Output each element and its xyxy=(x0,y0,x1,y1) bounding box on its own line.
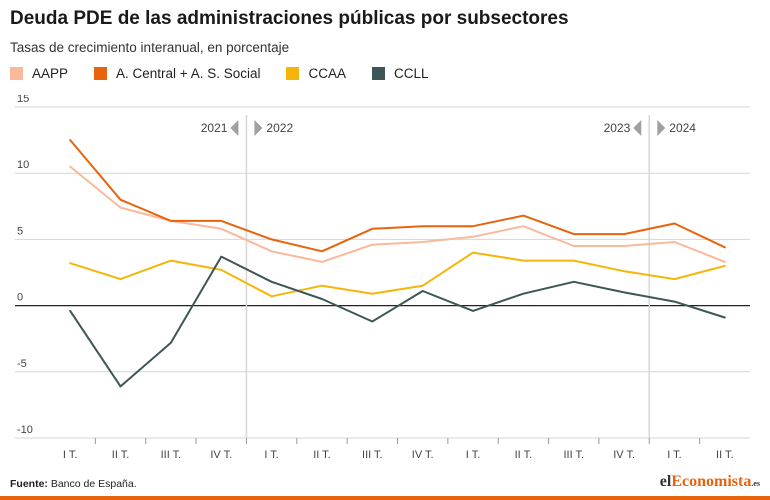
series-line xyxy=(69,251,726,298)
year-label-left: 2021 xyxy=(201,121,228,135)
legend-label: AAPP xyxy=(32,66,69,81)
brand-logo: elEconomista.es xyxy=(660,473,760,491)
brand-part1: el xyxy=(659,473,672,490)
legend-item: CCLL xyxy=(372,66,429,81)
legend-swatch xyxy=(10,67,23,80)
y-tick-label: 0 xyxy=(17,292,23,304)
chart-subtitle: Tasas de crecimiento interanual, en porc… xyxy=(10,40,290,55)
arrow-left-icon xyxy=(633,120,642,136)
x-tick-label: IV T. xyxy=(412,449,434,461)
x-tick-label: II T. xyxy=(313,449,331,461)
line-chart: 15 10 5 0 -5 -10 I T. II T. III T. IV T. I T. II T.… xyxy=(15,95,750,461)
x-tick-label: IV T. xyxy=(613,449,635,461)
source-text: Banco de España. xyxy=(50,478,137,490)
x-tick-label: II T. xyxy=(515,449,533,461)
y-tick-label: 10 xyxy=(17,159,29,171)
x-tick-label: II T. xyxy=(716,449,734,461)
legend-label: A. Central + A. S. Social xyxy=(116,66,261,81)
x-tick-label: I T. xyxy=(264,449,278,461)
legend-item: CCAA xyxy=(286,66,346,81)
y-tick-label: -10 xyxy=(17,424,33,436)
brand-part2: Economista xyxy=(671,473,752,490)
legend: AAPP A. Central + A. S. Social CCAA CCLL xyxy=(10,66,455,81)
legend-label: CCAA xyxy=(308,66,346,81)
x-tick-label: I T. xyxy=(667,449,681,461)
arrow-right-icon xyxy=(254,120,263,136)
arrow-left-icon xyxy=(230,120,239,136)
series-line xyxy=(69,255,726,388)
legend-item: AAPP xyxy=(10,66,68,81)
legend-swatch xyxy=(372,67,385,80)
source-note: Fuente: Banco de España. xyxy=(10,478,137,490)
x-tick-label: I T. xyxy=(466,449,480,461)
x-tick-label: III T. xyxy=(563,449,584,461)
legend-label: CCLL xyxy=(394,66,429,81)
y-tick-label: -5 xyxy=(17,358,27,370)
bottom-accent-bar xyxy=(0,496,770,500)
x-tick-label: III T. xyxy=(362,449,383,461)
year-label-right: 2024 xyxy=(669,121,696,135)
legend-swatch xyxy=(286,67,300,80)
x-tick-label: IV T. xyxy=(210,449,232,461)
legend-swatch xyxy=(94,67,108,80)
chart-title: Deuda PDE de las administraciones públic… xyxy=(10,8,569,29)
year-label-right: 2022 xyxy=(266,121,293,135)
x-tick-label: I T. xyxy=(63,449,77,461)
series-line xyxy=(69,165,726,263)
arrow-right-icon xyxy=(657,120,666,136)
year-label-left: 2023 xyxy=(604,121,631,135)
legend-item: A. Central + A. S. Social xyxy=(94,66,260,81)
x-tick-label: III T. xyxy=(161,449,182,461)
y-tick-label: 15 xyxy=(17,95,29,105)
y-tick-label: 5 xyxy=(17,225,23,237)
x-tick-label: II T. xyxy=(112,449,130,461)
brand-part3: .es xyxy=(751,479,760,488)
series-line xyxy=(69,139,726,253)
source-label: Fuente: xyxy=(10,478,48,490)
